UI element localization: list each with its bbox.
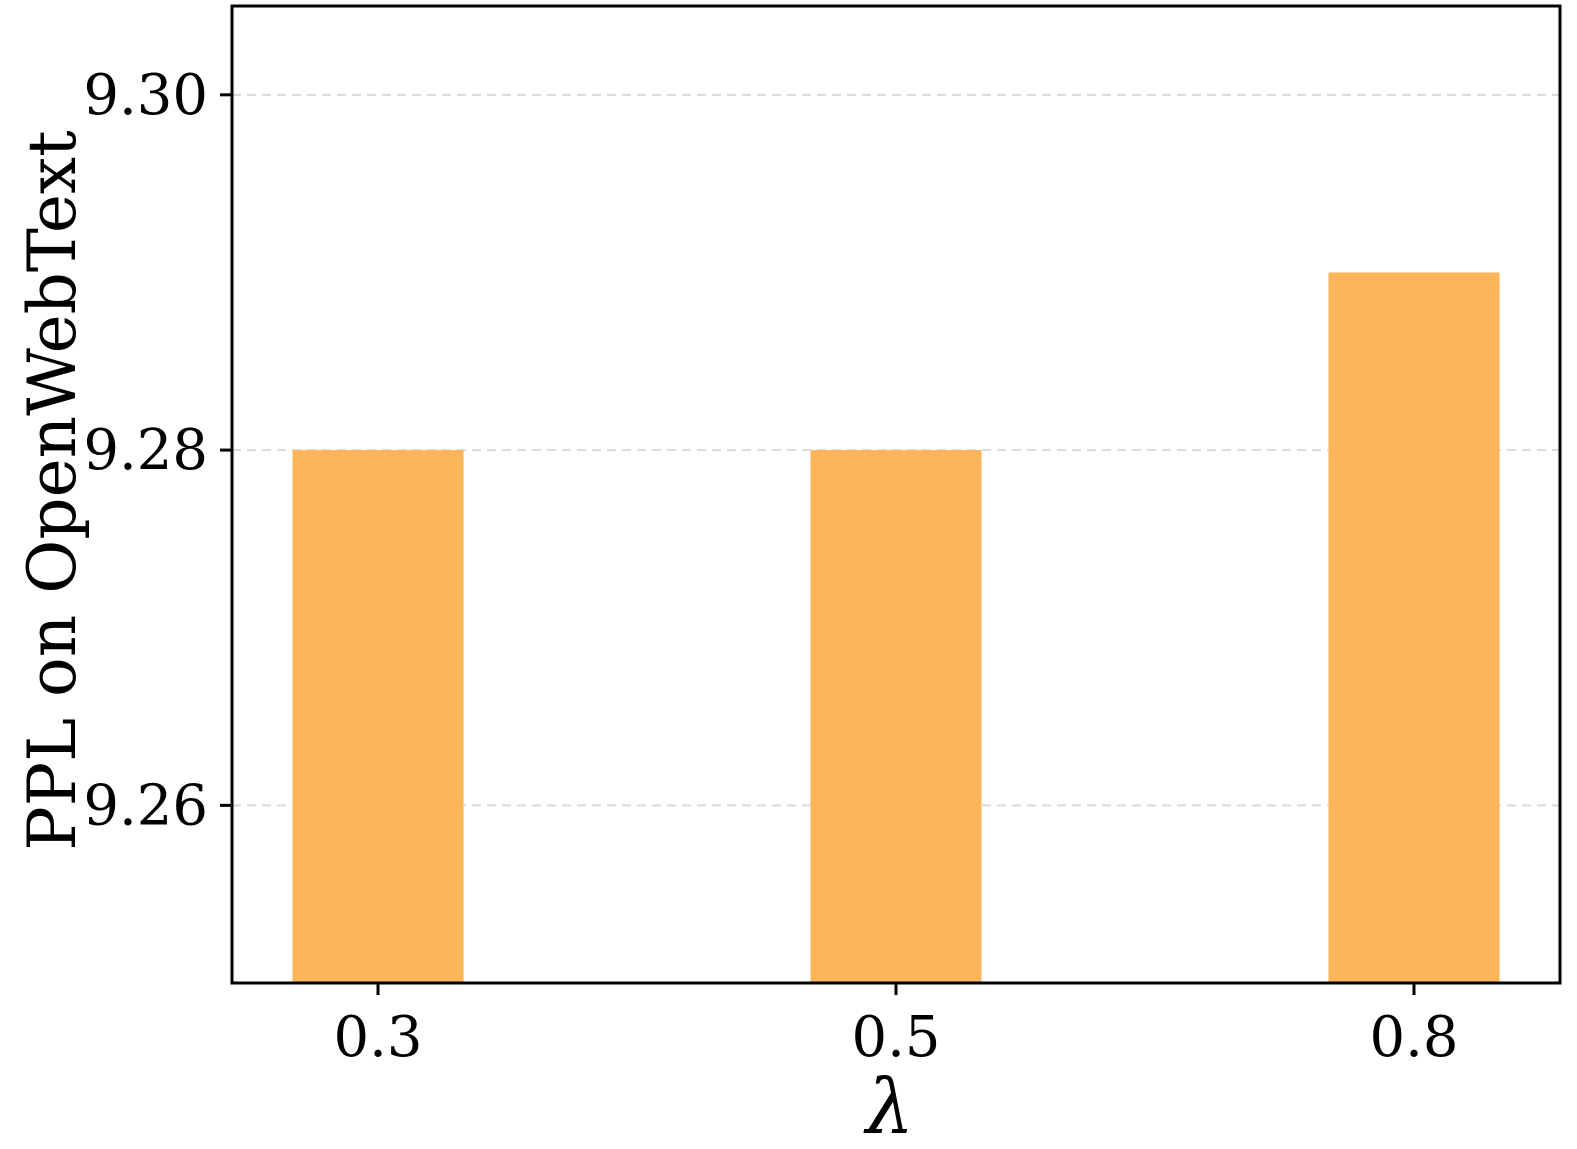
y-axis-ticks: 9.26 9.28 9.30 <box>83 63 232 838</box>
y-tick-label-0: 9.26 <box>83 773 208 838</box>
bars <box>292 272 1500 983</box>
x-tick-label-0: 0.3 <box>333 1005 422 1070</box>
bar-0.5 <box>810 450 982 983</box>
x-axis-label: λ <box>863 1062 914 1149</box>
y-tick-label-1: 9.28 <box>83 418 208 483</box>
y-axis-label: PPL on OpenWebText <box>14 130 91 850</box>
x-axis-ticks: 0.3 0.5 0.8 <box>333 983 1459 1070</box>
x-tick-label-2: 0.8 <box>1369 1005 1458 1070</box>
bar-0.3 <box>292 450 464 983</box>
bar-0.8 <box>1328 272 1500 983</box>
x-tick-label-1: 0.5 <box>851 1005 940 1070</box>
y-tick-label-2: 9.30 <box>83 63 208 128</box>
